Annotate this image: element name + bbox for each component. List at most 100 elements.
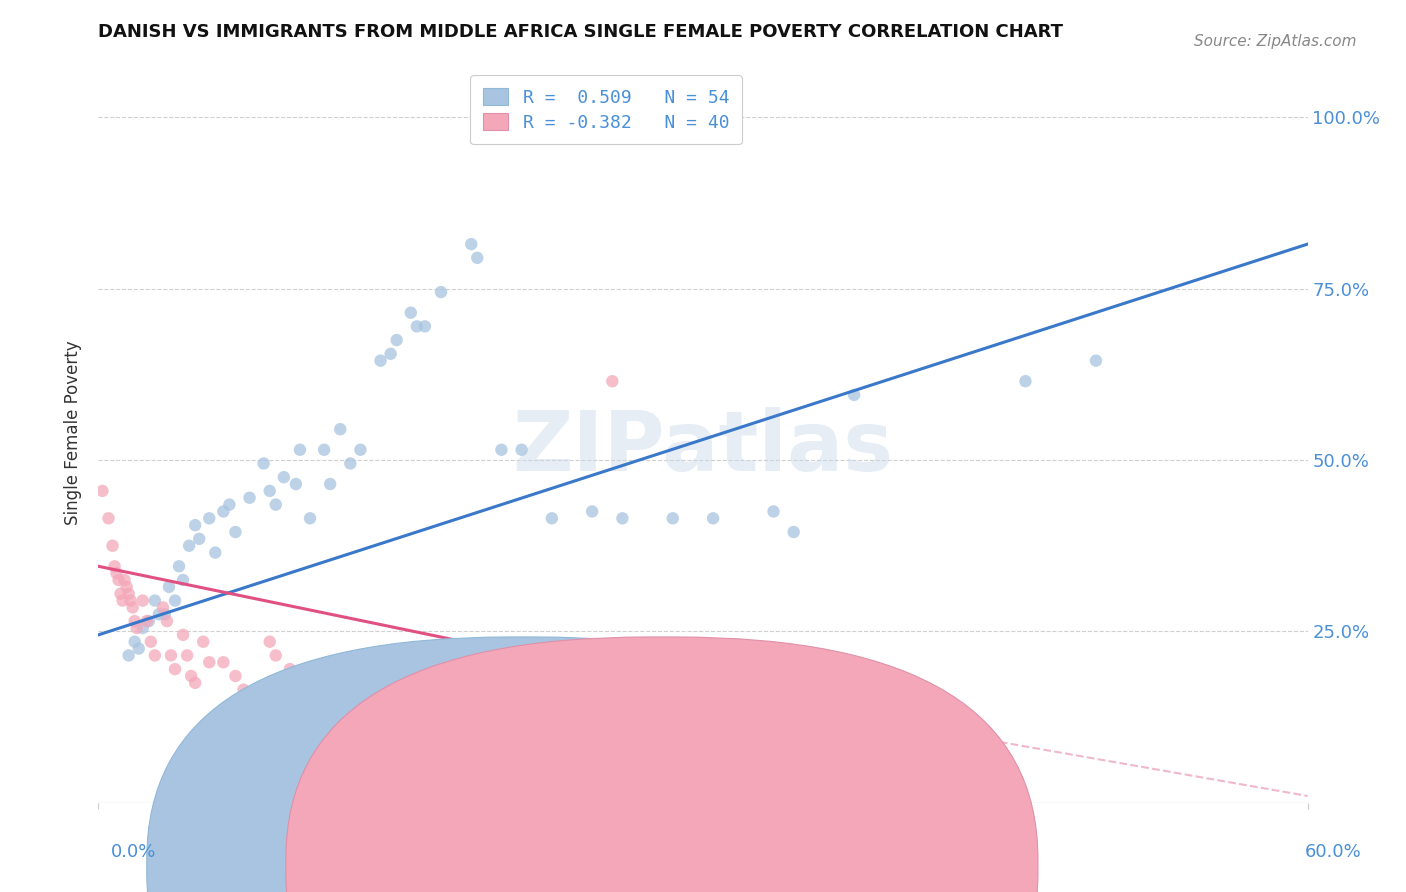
Point [128, 641, 150, 656]
Point [491, 442, 513, 457]
Point [148, 607, 170, 622]
Point [172, 628, 194, 642]
Point [253, 457, 276, 471]
Point [143, 593, 166, 607]
Point [198, 511, 221, 525]
Point [1085, 353, 1108, 368]
Point [581, 504, 603, 518]
Point [160, 648, 183, 663]
Point [198, 655, 221, 669]
Point [661, 511, 683, 525]
Point [349, 442, 371, 457]
Point [278, 662, 301, 676]
Point [460, 703, 482, 717]
Point [188, 532, 211, 546]
Point [232, 682, 254, 697]
Point [97, 511, 120, 525]
Point [314, 442, 336, 457]
Point [193, 634, 215, 648]
Point [103, 559, 125, 574]
Point [602, 374, 624, 388]
Text: Immigrants from Middle Africa: Immigrants from Middle Africa [682, 855, 935, 873]
Point [167, 559, 190, 574]
Point [284, 477, 307, 491]
Point [299, 511, 322, 525]
Point [176, 648, 198, 663]
Point [132, 593, 155, 607]
Point [430, 285, 453, 299]
Text: Source: ZipAtlas.com: Source: ZipAtlas.com [1194, 34, 1357, 49]
Point [218, 498, 240, 512]
Point [180, 669, 202, 683]
Point [273, 470, 295, 484]
Point [259, 634, 281, 648]
Point [299, 669, 322, 683]
Point [465, 251, 488, 265]
Point [413, 319, 436, 334]
Point [132, 621, 155, 635]
Point [124, 614, 146, 628]
Point [460, 237, 482, 252]
Point [184, 518, 207, 533]
Point [224, 524, 246, 539]
Point [288, 442, 311, 457]
Point [105, 566, 128, 581]
Point [179, 539, 201, 553]
Point [184, 676, 207, 690]
Y-axis label: Single Female Poverty: Single Female Poverty [65, 341, 83, 524]
Point [510, 442, 533, 457]
Point [612, 511, 634, 525]
Point [212, 504, 235, 518]
Point [385, 333, 408, 347]
Point [339, 457, 361, 471]
Point [762, 504, 785, 518]
Point [329, 422, 352, 436]
Point [125, 621, 148, 635]
Point [114, 573, 136, 587]
Text: 60.0%: 60.0% [1305, 843, 1361, 861]
Point [325, 669, 347, 683]
Point [110, 587, 132, 601]
Point [405, 319, 427, 334]
Point [157, 580, 180, 594]
Point [163, 593, 186, 607]
Point [138, 614, 160, 628]
Point [702, 511, 724, 525]
Point [380, 347, 402, 361]
Point [120, 593, 142, 607]
Point [115, 580, 138, 594]
Point [399, 306, 422, 320]
Point [124, 634, 146, 648]
Text: Danes: Danes [543, 855, 596, 873]
Point [101, 539, 124, 553]
Point [135, 614, 157, 628]
Point [118, 587, 141, 601]
Point [118, 648, 141, 663]
Point [319, 477, 342, 491]
Point [152, 600, 174, 615]
Point [264, 648, 287, 663]
Point [264, 498, 287, 512]
Text: DANISH VS IMMIGRANTS FROM MIDDLE AFRICA SINGLE FEMALE POVERTY CORRELATION CHART: DANISH VS IMMIGRANTS FROM MIDDLE AFRICA … [98, 23, 1063, 41]
FancyBboxPatch shape [146, 637, 898, 892]
Point [107, 573, 129, 587]
Point [111, 593, 134, 607]
Point [163, 662, 186, 676]
Point [153, 607, 176, 622]
FancyBboxPatch shape [285, 637, 1038, 892]
Point [239, 491, 262, 505]
Text: 0.0%: 0.0% [111, 843, 156, 861]
Point [91, 483, 114, 498]
Point [212, 655, 235, 669]
Point [224, 669, 246, 683]
Point [121, 600, 143, 615]
Point [156, 614, 179, 628]
Point [844, 388, 866, 402]
Point [139, 634, 162, 648]
Point [259, 483, 281, 498]
Point [172, 573, 194, 587]
Point [314, 697, 336, 711]
Text: ZIPatlas: ZIPatlas [513, 407, 893, 488]
Point [204, 545, 226, 559]
Legend: R =  0.509   N = 54, R = -0.382   N = 40: R = 0.509 N = 54, R = -0.382 N = 40 [471, 75, 742, 145]
